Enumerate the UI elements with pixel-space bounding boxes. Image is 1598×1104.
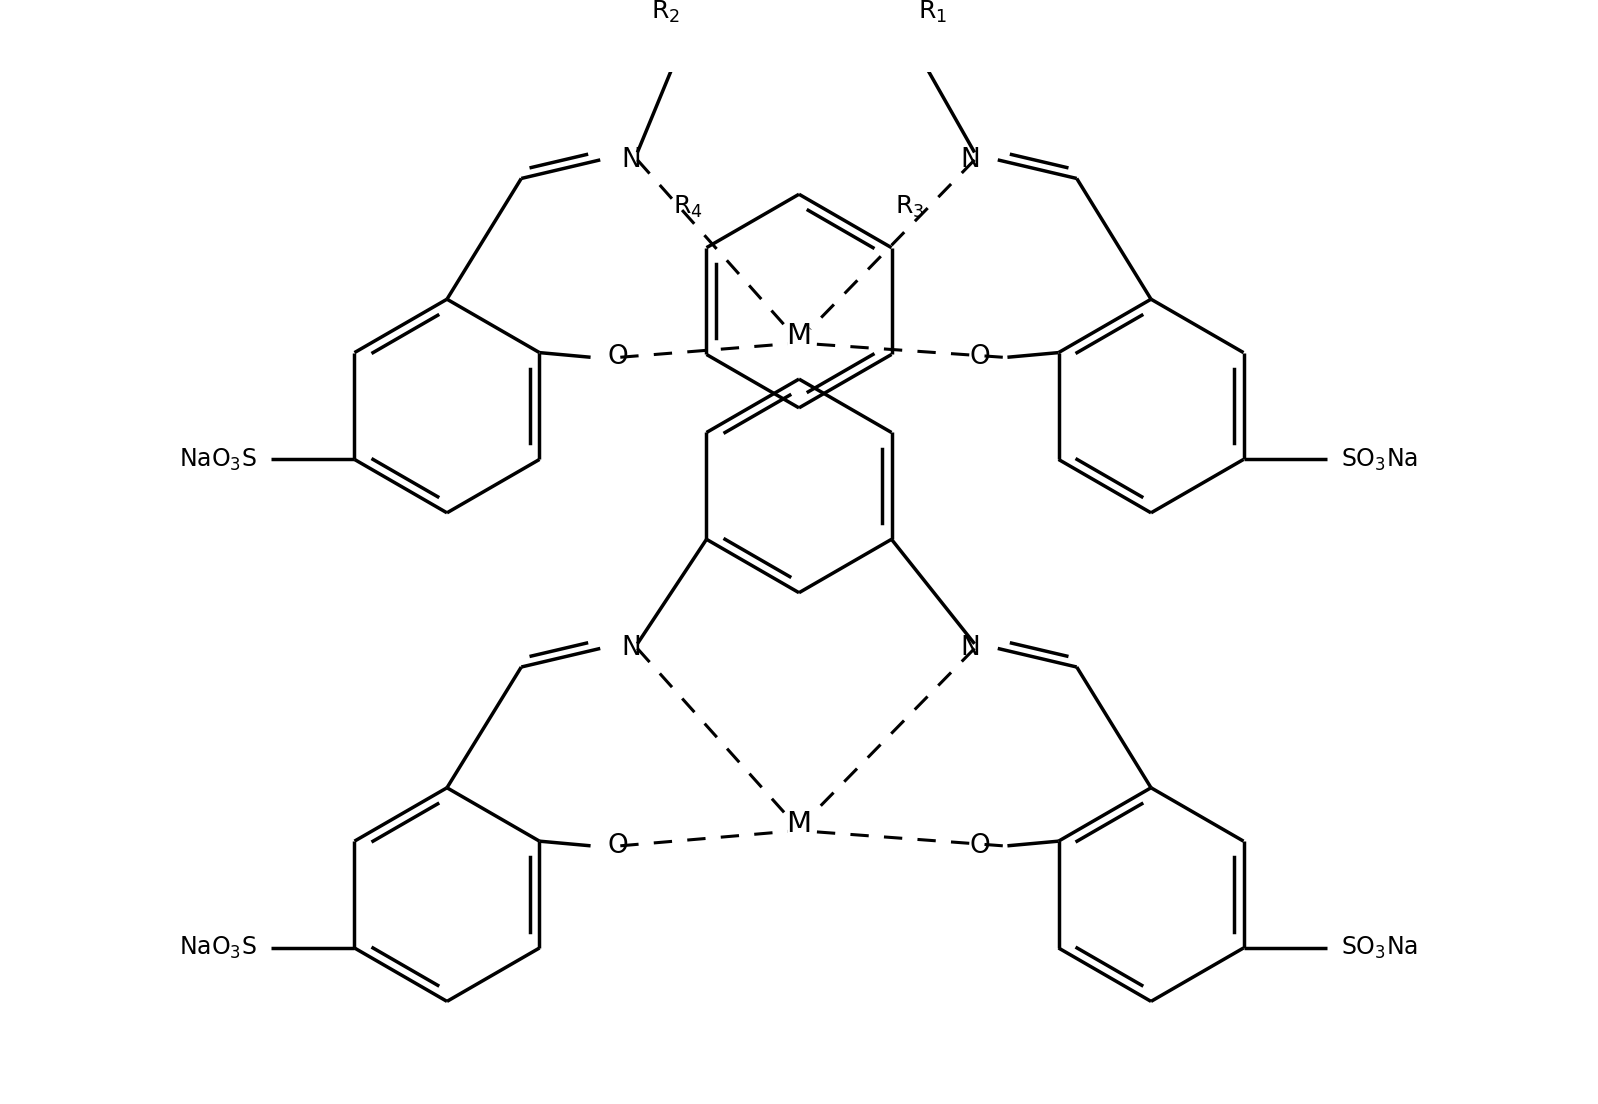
Text: N: N [960, 636, 980, 661]
Text: SO$_3$Na: SO$_3$Na [1341, 935, 1417, 962]
Text: R$_2$: R$_2$ [650, 0, 679, 25]
Text: R$_3$: R$_3$ [895, 193, 925, 220]
Text: N: N [622, 147, 641, 173]
Text: M: M [786, 810, 812, 838]
Text: N: N [622, 636, 641, 661]
Text: R$_1$: R$_1$ [919, 0, 948, 25]
Text: O: O [970, 344, 991, 370]
Text: O: O [607, 832, 628, 859]
Text: NaO$_3$S: NaO$_3$S [179, 935, 257, 962]
Text: NaO$_3$S: NaO$_3$S [179, 446, 257, 473]
Text: N: N [960, 147, 980, 173]
Text: R$_4$: R$_4$ [673, 193, 703, 220]
Text: O: O [607, 344, 628, 370]
Text: M: M [786, 322, 812, 350]
Text: O: O [970, 832, 991, 859]
Text: SO$_3$Na: SO$_3$Na [1341, 446, 1417, 473]
